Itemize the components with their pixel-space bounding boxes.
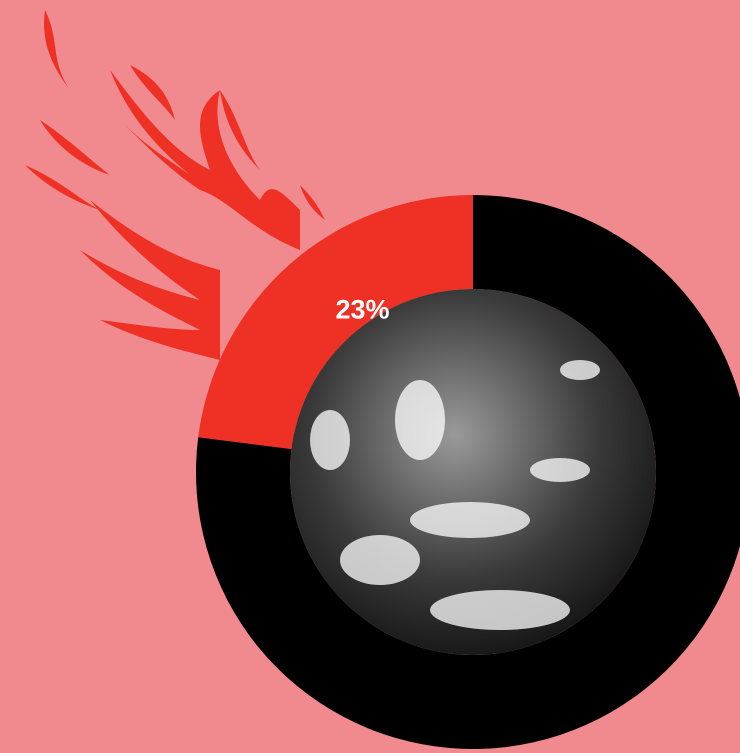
data-label: 23%: [335, 294, 389, 324]
clouds: [310, 360, 600, 630]
donut-segment: [196, 195, 740, 749]
flames: [25, 10, 325, 360]
donut-segment: [198, 195, 473, 450]
